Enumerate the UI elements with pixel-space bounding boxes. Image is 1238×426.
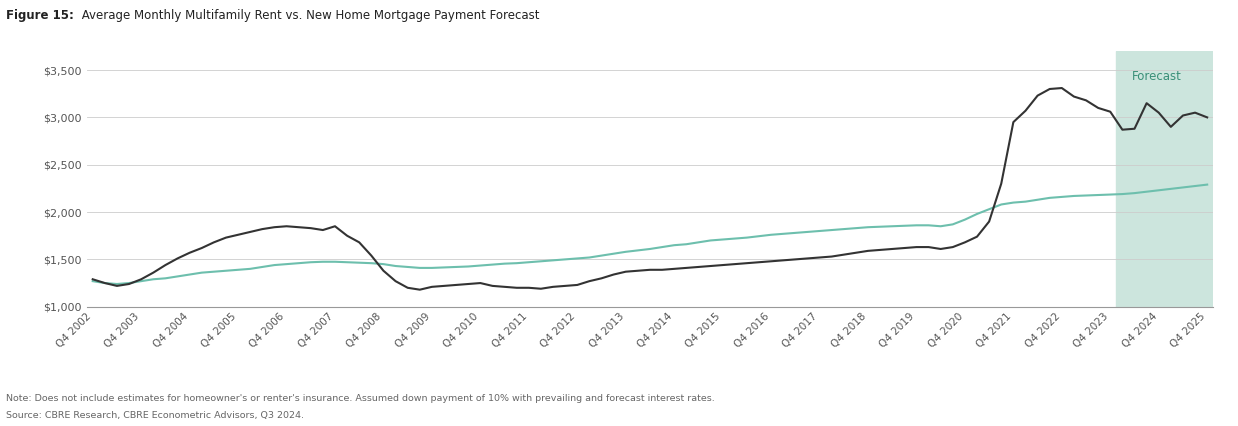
- Text: Note: Does not include estimates for homeowner's or renter's insurance. Assumed : Note: Does not include estimates for hom…: [6, 394, 714, 403]
- Text: Figure 15:: Figure 15:: [6, 9, 74, 22]
- Text: Average Monthly Multifamily Rent vs. New Home Mortgage Payment Forecast: Average Monthly Multifamily Rent vs. New…: [78, 9, 540, 22]
- Text: Forecast: Forecast: [1132, 70, 1182, 83]
- Bar: [1117, 51, 1213, 307]
- Text: Source: CBRE Research, CBRE Econometric Advisors, Q3 2024.: Source: CBRE Research, CBRE Econometric …: [6, 411, 305, 420]
